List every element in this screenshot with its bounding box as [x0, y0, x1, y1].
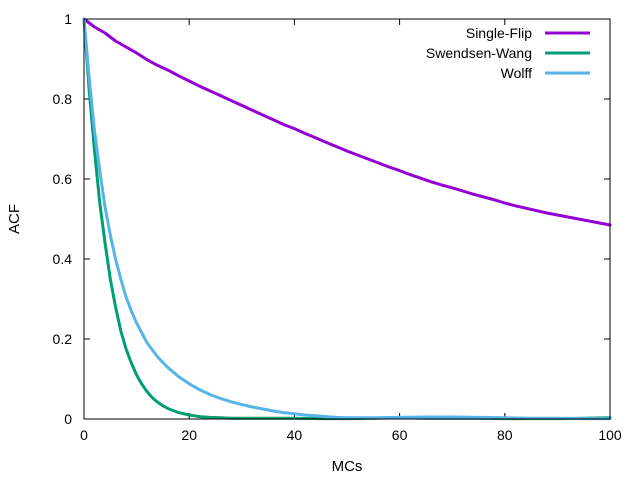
y-tick-label: 0: [64, 411, 72, 427]
x-axis-title: MCs: [332, 458, 363, 475]
y-tick-label: 0.8: [53, 91, 73, 107]
x-tick-label: 20: [181, 427, 197, 443]
series-line-single-flip: [82, 17, 612, 227]
plot-frame: [83, 18, 611, 420]
y-tick-label: 0.4: [53, 251, 73, 267]
x-tick-label: 60: [392, 427, 408, 443]
legend-label: Wolff: [501, 65, 532, 81]
y-tick-label: 1: [64, 11, 72, 27]
legend: Single-Flip Swendsen-Wang Wolff: [426, 25, 590, 81]
legend-label: Single-Flip: [466, 25, 532, 41]
x-tick-label: 100: [598, 427, 622, 443]
y-tick-label: 0.2: [53, 331, 73, 347]
y-tick-label: 0.6: [53, 171, 73, 187]
series-layer: [82, 17, 612, 421]
x-tick-label: 80: [497, 427, 513, 443]
legend-label: Swendsen-Wang: [426, 45, 532, 61]
series-line-wolff: [82, 17, 612, 421]
x-tick-label: 40: [287, 427, 303, 443]
x-tick-label: 0: [80, 427, 88, 443]
ticks-layer: 0 20 40 60 80 100 0 0.2 0.4 0.6 0.8 1: [53, 11, 622, 443]
y-axis-title: ACF: [6, 204, 23, 234]
